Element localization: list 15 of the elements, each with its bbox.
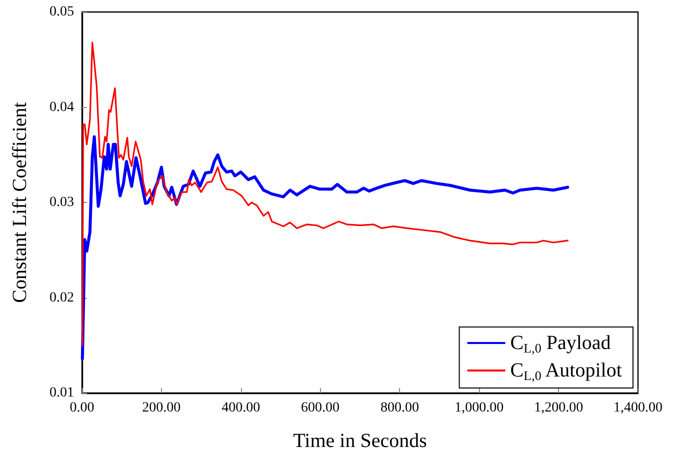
x-tick-label: 1,200.00 bbox=[534, 400, 584, 416]
y-axis-title: Constant Lift Coefficient bbox=[9, 102, 31, 303]
y-tick-label: 0.02 bbox=[50, 290, 74, 306]
y-tick-label: 0.01 bbox=[50, 386, 74, 400]
x-tick-label: 600.00 bbox=[301, 400, 340, 416]
x-tick-label: 1,400.00 bbox=[614, 400, 662, 416]
y-tick-label: 0.05 bbox=[50, 4, 74, 20]
y-tick-label: 0.03 bbox=[50, 195, 74, 210]
x-axis-title: Time in Seconds bbox=[293, 430, 428, 452]
y-tick-label: 0.04 bbox=[50, 100, 74, 115]
x-tick-label: 0.00 bbox=[70, 400, 94, 416]
x-tick-label: 800.00 bbox=[380, 400, 419, 416]
x-tick-label: 200.00 bbox=[142, 400, 181, 416]
x-tick-label: 400.00 bbox=[222, 400, 260, 416]
x-tick-label: 1,000.00 bbox=[454, 400, 504, 416]
